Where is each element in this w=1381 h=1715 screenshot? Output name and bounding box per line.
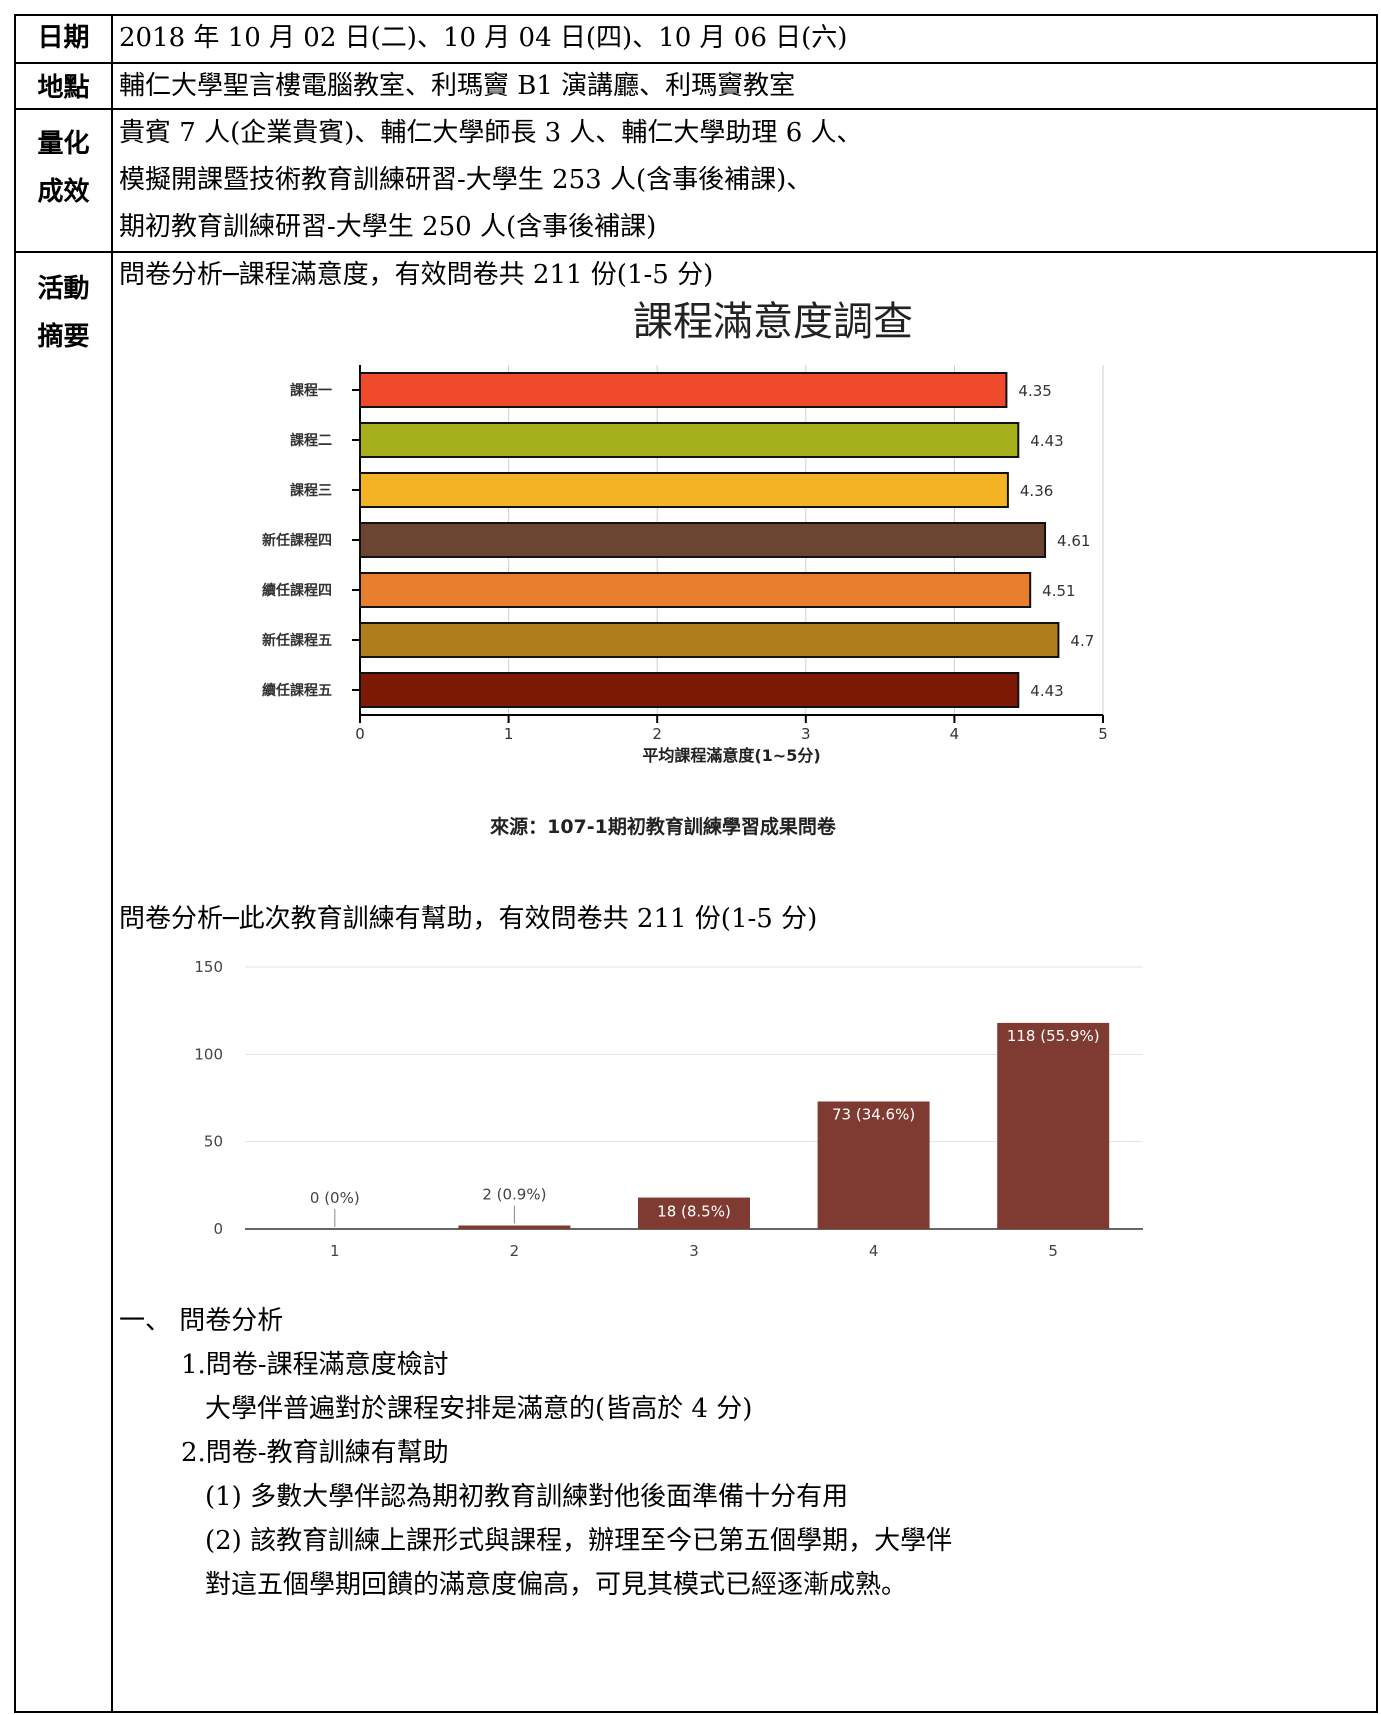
analysis-item-1: 1.問卷-課程滿意度檢討 [181,1350,449,1380]
helpfulness-bar-chart: 0 50 100 150 1 0 (0%) 2 2 (0.9%) 3 18 (8.5%) 4 73 (… [194,958,1143,1260]
value-label: 73 (34.6%) [832,1105,915,1123]
category-label: 續任課程四 [262,582,332,599]
analysis-item-2-point-1: (1) 多數大學伴認為期初教育訓練對他後面準備十分有用 [205,1482,849,1512]
source-label: 來源：107-1期初教育訓練學習成果問卷 [490,815,837,838]
place-label-cell: 地點 [14,62,113,110]
bar [359,372,1008,408]
bar [359,572,1032,608]
x-axis-label: 平均課程滿意度(1~5分) [642,746,820,765]
x-tick-label: 3 [801,725,811,743]
summary-label-2: 摘要 [37,322,90,352]
value-label: 4.43 [1030,432,1063,450]
date-value: 2018 年 10 月 02 日(二)、10 月 04 日(四)、10 月 06… [119,23,848,53]
place-value: 輔仁大學聖言樓電腦教室、利瑪竇 B1 演講廳、利瑪竇教室 [119,71,796,101]
bar [638,1197,750,1229]
bar [359,672,1020,708]
analysis-item-2-point-2-cont: 對這五個學期回饋的滿意度偏高，可見其模式已經逐漸成熟。 [205,1570,908,1600]
analysis-section: 一、 問卷分析 1.問卷-課程滿意度檢討 大學伴普遍對於課程安排是滿意的(皆高於… [119,1299,1376,1607]
bar [997,1022,1110,1229]
value-label: 4.43 [1030,682,1063,700]
y-tick-label: 0 [213,1220,223,1238]
chart-title: 課程滿意度調查 [633,299,913,345]
value-label: 118 (55.9%) [1007,1027,1100,1045]
y-tick-label: 150 [194,958,223,976]
satisfaction-bar-chart: 課程滿意度調查 0 1 2 3 4 5 課程一 4.35 課程二 4.43 課程三 4.36 新任課程四 4… [262,299,1108,838]
bar [359,472,1009,508]
value-label: 2 (0.9%) [482,1186,546,1204]
date-label-cell: 日期 [14,14,113,64]
x-tick-label: 4 [950,725,960,743]
x-tick-label: 5 [1048,1242,1058,1260]
place-label: 地點 [37,73,90,103]
category-label: 新任課程五 [262,632,332,649]
x-tick-label: 1 [504,725,514,743]
results-value-cell: 貴賓 7 人(企業貴賓)、輔仁大學師長 3 人、輔仁大學助理 6 人、 模擬開課… [111,108,1378,253]
survey-heading-1: 問卷分析─課程滿意度，有效問卷共 211 份(1-5 分) [119,260,714,290]
date-label: 日期 [37,23,90,53]
value-label: 0 (0%) [310,1189,360,1207]
bar [359,422,1020,458]
value-label: 4.35 [1018,382,1051,400]
x-tick-label: 0 [355,725,365,743]
summary-value-cell: 問卷分析─課程滿意度，有效問卷共 211 份(1-5 分) 課程滿意度調查 0 1 2… [111,251,1378,1713]
place-value-cell: 輔仁大學聖言樓電腦教室、利瑪竇 B1 演講廳、利瑪竇教室 [111,62,1378,110]
results-line-2: 模擬開課暨技術教育訓練研習-大學生 253 人(含事後補課)、 [119,165,813,195]
results-label-1: 量化 [37,129,90,159]
summary-label-cell: 活動 摘要 [14,251,113,1713]
category-label: 課程二 [290,432,332,449]
x-tick-label: 2 [510,1242,520,1260]
x-tick-label: 2 [652,725,662,743]
value-label: 4.7 [1070,632,1094,650]
x-tick-label: 3 [689,1242,699,1260]
category-label: 課程一 [290,382,332,399]
results-label-2: 成效 [37,177,90,207]
value-label: 4.36 [1020,482,1053,500]
analysis-item-2: 2.問卷-教育訓練有幫助 [181,1438,449,1468]
results-line-1: 貴賓 7 人(企業貴賓)、輔仁大學師長 3 人、輔仁大學助理 6 人、 [119,118,863,148]
y-tick-label: 100 [194,1045,223,1063]
summary-label-1: 活動 [37,274,90,304]
results-line-3: 期初教育訓練研習-大學生 250 人(含事後補課) [119,212,657,242]
category-label: 續任課程五 [262,682,332,699]
results-label-cell: 量化 成效 [14,108,113,253]
bar [359,522,1047,558]
x-tick-label: 5 [1098,725,1108,743]
bar [817,1101,930,1229]
value-label: 18 (8.5%) [657,1203,731,1221]
analysis-heading: 一、 問卷分析 [119,1306,284,1336]
date-value-cell: 2018 年 10 月 02 日(二)、10 月 04 日(四)、10 月 06… [111,14,1378,64]
bar [359,622,1060,658]
value-label: 4.61 [1057,532,1090,550]
activity-report-table: 日期 2018 年 10 月 02 日(二)、10 月 04 日(四)、10 月… [14,14,1378,1713]
category-label: 課程三 [290,482,332,499]
x-tick-label: 4 [869,1242,879,1260]
category-label: 新任課程四 [262,532,332,549]
analysis-item-1-text: 大學伴普遍對於課程安排是滿意的(皆高於 4 分) [205,1394,753,1424]
value-label: 4.51 [1042,582,1075,600]
survey-heading-2: 問卷分析─此次教育訓練有幫助，有效問卷共 211 份(1-5 分) [119,904,818,934]
y-tick-label: 50 [204,1133,223,1151]
analysis-item-2-point-2: (2) 該教育訓練上課形式與課程，辦理至今已第五個學期，大學伴 [205,1526,953,1556]
bar [458,1225,571,1229]
x-tick-label: 1 [330,1242,340,1260]
